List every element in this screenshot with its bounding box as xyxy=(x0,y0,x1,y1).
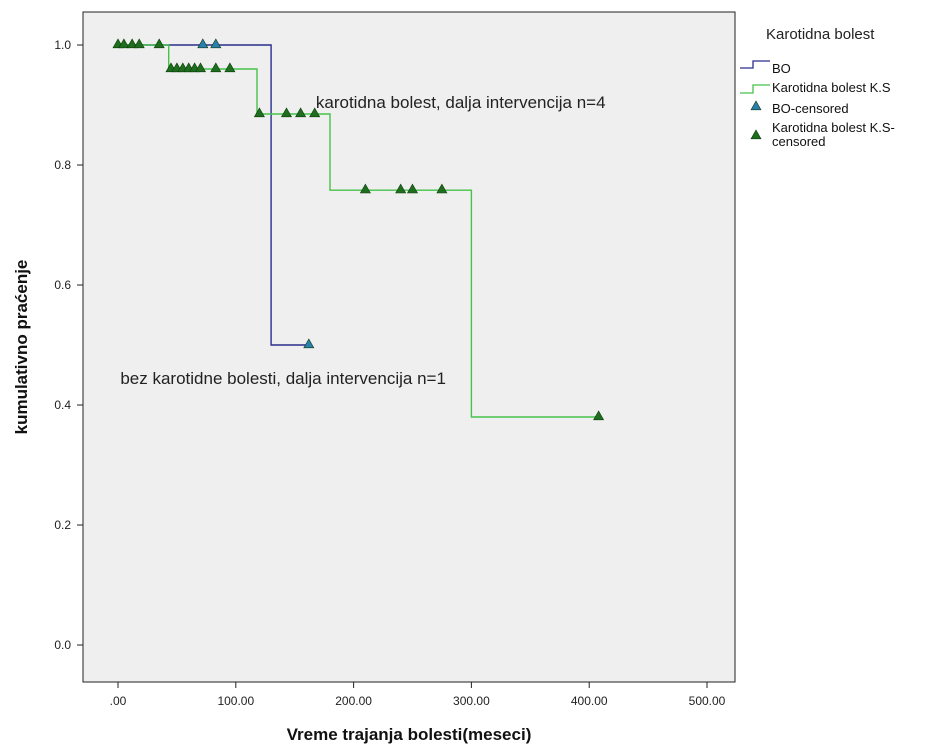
censored-marker xyxy=(280,107,293,118)
y-tick-label: 0.8 xyxy=(54,158,71,172)
censored-marker xyxy=(118,38,130,49)
censored-marker xyxy=(210,62,222,73)
censored-marker xyxy=(210,38,222,49)
censored-marker xyxy=(224,62,236,73)
x-tick-label: 100.00 xyxy=(217,694,254,708)
y-tick-label: 0.0 xyxy=(54,638,71,652)
x-tick-label: 400.00 xyxy=(571,694,608,708)
censored-marker xyxy=(359,183,371,194)
plot-area xyxy=(82,11,736,683)
annotation-text: karotidna bolest, dalja intervencija n=4 xyxy=(316,93,606,112)
legend: Karotidna bolest BO Karotidna bolest K.S B… xyxy=(740,26,895,149)
x-tick-label: 500.00 xyxy=(689,694,726,708)
legend-title: Karotidna bolest xyxy=(766,26,875,43)
legend-label: Karotidna bolest K.S- xyxy=(772,120,895,135)
legend-label: BO-censored xyxy=(772,101,849,116)
series-line-karotidna-bolest-k-s xyxy=(118,44,599,418)
censored-marker xyxy=(593,410,605,421)
legend-marker-ks-censored xyxy=(750,129,762,140)
y-tick-label: 1.0 xyxy=(54,38,71,52)
y-tick-label: 0.2 xyxy=(54,518,71,532)
censored-marker xyxy=(303,338,315,349)
y-axis: 0.0 0.2 0.4 0.6 0.8 1.0 xyxy=(54,38,83,652)
series-lines xyxy=(118,44,599,418)
legend-marker-bo-censored xyxy=(750,100,762,111)
legend-label: censored xyxy=(772,134,825,149)
annotation-text: bez karotidne bolesti, dalja intervencij… xyxy=(120,369,446,388)
censored-markers xyxy=(112,38,605,421)
censored-marker xyxy=(197,38,209,49)
series-line-bo xyxy=(118,44,309,346)
censored-marker xyxy=(133,38,145,49)
censored-marker xyxy=(436,183,448,194)
legend-label: BO xyxy=(772,61,791,76)
censored-marker xyxy=(194,62,207,73)
x-tick-label: 200.00 xyxy=(335,694,372,708)
y-axis-title: kumulativno praćenje xyxy=(12,260,31,435)
legend-line-ks xyxy=(740,84,770,94)
censored-marker xyxy=(153,38,165,49)
legend-line-bo xyxy=(740,60,770,69)
censored-marker xyxy=(309,107,321,118)
y-tick-label: 0.4 xyxy=(54,398,71,412)
legend-label: Karotidna bolest K.S xyxy=(772,80,891,95)
censored-marker xyxy=(295,107,307,118)
x-axis: .00 100.00 200.00 300.00 400.00 500.00 xyxy=(110,682,726,708)
censored-marker xyxy=(395,183,407,194)
x-tick-label: 300.00 xyxy=(453,694,490,708)
censored-marker xyxy=(126,38,138,49)
censored-marker xyxy=(253,107,265,118)
annotations: karotidna bolest, dalja intervencija n=4… xyxy=(120,93,605,388)
x-axis-title: Vreme trajanja bolesti(meseci) xyxy=(287,725,532,744)
y-tick-label: 0.6 xyxy=(54,278,71,292)
censored-marker xyxy=(406,183,419,194)
x-tick-label: .00 xyxy=(110,694,127,708)
